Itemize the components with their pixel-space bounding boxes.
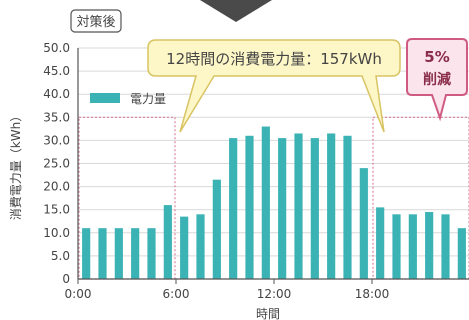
y-axis-title: 消費電力量（kWh）	[8, 110, 23, 220]
legend-swatch	[90, 93, 120, 103]
bar	[131, 228, 140, 279]
bar	[425, 212, 434, 279]
y-tick-label: 35.0	[43, 110, 70, 124]
down-arrow-icon	[200, 0, 272, 22]
bar	[408, 214, 417, 279]
x-tick-label: 0:00	[65, 287, 92, 301]
bar	[376, 207, 385, 279]
bar-series	[82, 126, 466, 279]
y-tick-label: 40.0	[43, 87, 70, 101]
callout-text: 12時間の消費電力量：157kWh	[166, 50, 382, 68]
y-tick-label: 15.0	[43, 203, 70, 217]
badge-label: 削減	[423, 71, 451, 88]
bar	[163, 205, 172, 279]
badge-shape	[406, 38, 468, 122]
bar	[212, 179, 221, 279]
panel-label-box	[70, 9, 122, 33]
badge-percent: 5%	[424, 48, 449, 66]
bar	[114, 228, 123, 279]
highlight-range	[372, 116, 469, 280]
bar	[82, 228, 91, 279]
bar	[327, 133, 336, 279]
legend-label: 電力量	[130, 92, 166, 106]
y-tick-label: 5.0	[51, 249, 70, 263]
x-tick-label: 6:00	[163, 287, 190, 301]
bar	[98, 228, 107, 279]
bar	[310, 138, 319, 279]
y-tick-label: 30.0	[43, 133, 70, 147]
bar	[343, 135, 352, 279]
callout-bubble	[147, 39, 401, 133]
bar	[457, 228, 466, 279]
bar	[245, 135, 254, 279]
bar	[441, 214, 450, 279]
x-axis-title: 時間	[256, 307, 280, 320]
x-tick-label: 18:00	[355, 287, 390, 301]
callout: 12時間の消費電力量：157kWh	[147, 39, 401, 133]
bar	[392, 214, 401, 279]
highlight-range	[78, 116, 176, 280]
bar	[147, 228, 156, 279]
panel-label: 対策後	[76, 14, 115, 30]
bar	[196, 214, 205, 279]
y-tick-label: 50.0	[43, 41, 70, 55]
y-tick-label: 45.0	[43, 64, 70, 78]
bar	[294, 133, 303, 279]
y-tick-label: 20.0	[43, 180, 70, 194]
legend: 電力量	[90, 92, 166, 106]
y-tick-label: 0	[62, 272, 70, 286]
x-tick-label: 12:00	[257, 287, 292, 301]
y-tick-label: 25.0	[43, 157, 70, 171]
reduction-badge: 5% 削減	[406, 38, 468, 122]
x-tick-labels: 0:00 6:00 12:00 18:00	[65, 279, 390, 301]
bar	[229, 138, 238, 279]
bar	[278, 138, 287, 279]
y-tick-label: 10.0	[43, 226, 70, 240]
y-tick-labels: 0 5.0 10.0 15.0 20.0 25.0 30.0 35.0 40.0 45.0 50.0	[43, 41, 70, 286]
bar	[261, 126, 270, 279]
bar	[359, 168, 368, 279]
bar	[180, 216, 189, 279]
